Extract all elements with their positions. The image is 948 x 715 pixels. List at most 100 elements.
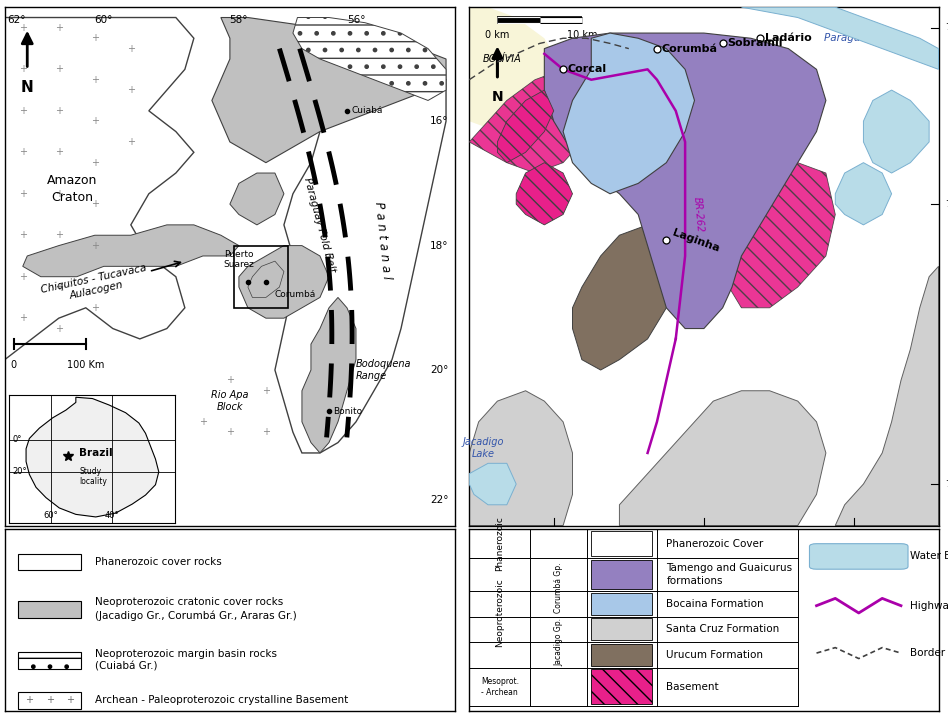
Text: BR-262: BR-262 <box>692 196 705 233</box>
Polygon shape <box>469 7 563 132</box>
Text: BOLÍVIA: BOLÍVIA <box>483 54 521 64</box>
Text: Urucum Formation: Urucum Formation <box>666 650 763 660</box>
Text: 60°: 60° <box>95 15 113 25</box>
Text: 18°: 18° <box>429 241 448 250</box>
Text: Neoproterozoic margin basin rocks
(Cuiabá Gr.): Neoproterozoic margin basin rocks (Cuiab… <box>95 649 277 672</box>
Text: +: + <box>55 106 63 116</box>
Polygon shape <box>516 162 573 225</box>
Text: 40°: 40° <box>105 511 119 520</box>
Text: +: + <box>91 199 99 209</box>
Text: Archean - Paleoproterozoic crystalline Basement: Archean - Paleoproterozoic crystalline B… <box>95 696 348 706</box>
Text: +: + <box>55 189 63 199</box>
Text: Bodoquena
Range: Bodoquena Range <box>356 359 411 381</box>
Text: +: + <box>55 324 63 333</box>
Text: Border: Border <box>910 648 945 658</box>
Text: Arroz
Lake: Arroz Lake <box>883 121 910 142</box>
Text: Puerto
Suarez: Puerto Suarez <box>224 250 254 269</box>
Text: +: + <box>26 696 33 706</box>
Text: Amazon
Craton: Amazon Craton <box>47 174 98 204</box>
Text: 435000: 435000 <box>686 536 721 545</box>
Text: +: + <box>19 189 27 199</box>
Text: 7887000: 7887000 <box>945 199 948 209</box>
Text: +: + <box>19 64 27 74</box>
Text: +: + <box>127 137 135 147</box>
Text: Phanerozoic: Phanerozoic <box>495 516 504 571</box>
Text: Jacadigo
Lake: Jacadigo Lake <box>463 437 504 458</box>
Text: Mesoprot.
- Archean: Mesoprot. - Archean <box>481 677 519 696</box>
Text: 20°: 20° <box>12 468 27 476</box>
Polygon shape <box>741 7 939 69</box>
Polygon shape <box>563 33 695 194</box>
Bar <box>592 644 652 666</box>
Text: 16°: 16° <box>429 117 448 126</box>
Bar <box>18 601 82 618</box>
Text: 56°: 56° <box>347 15 365 25</box>
Text: +: + <box>55 230 63 240</box>
Bar <box>234 245 288 307</box>
Text: Highway: Highway <box>910 601 948 611</box>
Polygon shape <box>469 69 592 173</box>
Text: 423000: 423000 <box>537 536 571 545</box>
Text: +: + <box>19 272 27 282</box>
Text: +: + <box>199 417 207 427</box>
Text: 447000: 447000 <box>837 536 871 545</box>
Text: +: + <box>19 106 27 116</box>
Text: Neoproterozoic cratonic cover rocks
(Jacadigo Gr., Corumbá Gr., Araras Gr.): Neoproterozoic cratonic cover rocks (Jac… <box>95 597 297 621</box>
Text: Corcal: Corcal <box>568 64 607 74</box>
Text: Brazil: Brazil <box>79 448 113 458</box>
Bar <box>18 652 82 669</box>
Text: +: + <box>226 428 234 437</box>
Text: +: + <box>226 375 234 385</box>
Polygon shape <box>498 90 554 162</box>
Text: 0: 0 <box>10 360 17 370</box>
Polygon shape <box>211 17 447 162</box>
Text: Ladário: Ladário <box>765 34 811 43</box>
Polygon shape <box>248 261 284 297</box>
Polygon shape <box>469 463 516 505</box>
Polygon shape <box>835 266 939 526</box>
Polygon shape <box>293 17 447 100</box>
Text: +: + <box>91 241 99 250</box>
Text: +: + <box>127 85 135 95</box>
Text: Phanerozoic Cover: Phanerozoic Cover <box>666 538 763 548</box>
Text: +: + <box>91 34 99 43</box>
Polygon shape <box>26 398 158 517</box>
Text: 58°: 58° <box>229 15 248 25</box>
Text: +: + <box>55 282 63 292</box>
Text: Corumbá: Corumbá <box>275 290 317 299</box>
Text: Santa Cruz Formation: Santa Cruz Formation <box>666 624 779 634</box>
Text: Jacadigo Gp.: Jacadigo Gp. <box>554 618 563 666</box>
Text: Corumbá Gp.: Corumbá Gp. <box>554 562 563 613</box>
Text: Paraguay River: Paraguay River <box>824 34 903 43</box>
Polygon shape <box>619 390 826 526</box>
Text: 62°: 62° <box>7 15 26 25</box>
Text: Chiquitos - Tucavaca
Aulacogen: Chiquitos - Tucavaca Aulacogen <box>40 262 150 306</box>
Bar <box>18 553 82 570</box>
Text: Cuiabá: Cuiabá <box>352 107 383 115</box>
Bar <box>18 692 82 709</box>
Polygon shape <box>239 245 329 318</box>
Text: Bonito: Bonito <box>334 407 362 416</box>
Text: +: + <box>19 230 27 240</box>
Bar <box>592 618 652 641</box>
Text: +: + <box>91 117 99 126</box>
Polygon shape <box>301 297 356 453</box>
Text: +: + <box>66 696 74 706</box>
Text: 20°: 20° <box>429 365 448 375</box>
Text: 7875000: 7875000 <box>945 480 948 488</box>
Bar <box>592 669 652 704</box>
Text: +: + <box>262 428 270 437</box>
Text: N: N <box>21 79 33 94</box>
Text: 60°: 60° <box>44 511 59 520</box>
Text: Water Body: Water Body <box>910 551 948 561</box>
Text: 22°: 22° <box>429 495 448 505</box>
Polygon shape <box>864 90 929 173</box>
Text: 0°: 0° <box>12 435 22 444</box>
Polygon shape <box>229 173 284 225</box>
Bar <box>592 531 652 556</box>
Text: Tamengo and Guaicurus
formations: Tamengo and Guaicurus formations <box>666 563 793 586</box>
Text: 100 Km: 100 Km <box>67 360 104 370</box>
Polygon shape <box>544 33 826 328</box>
Text: Basement: Basement <box>666 682 719 692</box>
Text: N: N <box>492 90 503 104</box>
